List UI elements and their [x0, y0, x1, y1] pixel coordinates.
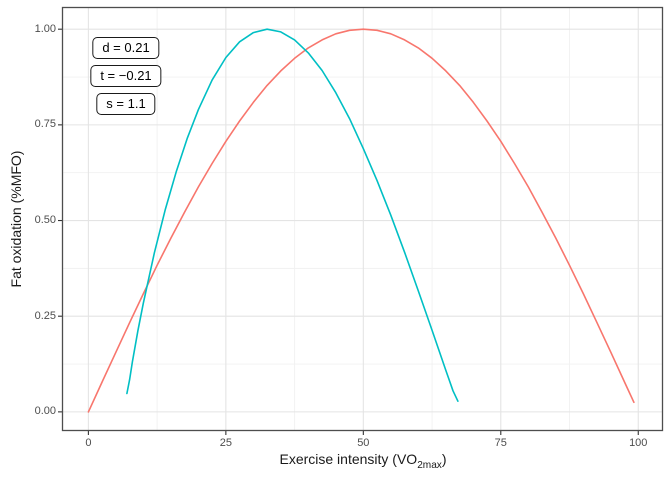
x-axis-title-subscript: 2max: [417, 459, 442, 471]
y-tick-label: 0.00: [34, 405, 56, 418]
y-tick-label: 0.25: [34, 309, 56, 322]
x-tick-label: 0: [85, 437, 92, 449]
param-label-t: t = −0.21: [90, 65, 162, 87]
y-tick-label: 0.50: [34, 214, 56, 227]
x-tick-label: 25: [219, 437, 232, 449]
teal-curve: [126, 28, 459, 403]
x-axis-title-text: Exercise intensity (VO: [279, 451, 418, 467]
x-tick-label: 75: [494, 437, 507, 449]
param-label-d: d = 0.21: [92, 37, 160, 59]
x-axis-title: Exercise intensity (VO2max): [279, 451, 446, 471]
y-tick-label: 0.75: [34, 118, 56, 131]
y-tick-label: 1.00: [34, 22, 56, 35]
param-label-s: s = 1.1: [96, 93, 156, 115]
x-axis-title-close-paren: ): [441, 451, 447, 467]
x-tick-label: 50: [357, 437, 370, 449]
red-curve: [87, 28, 635, 413]
x-tick-label: 100: [629, 437, 648, 449]
panel-border: [61, 6, 664, 432]
